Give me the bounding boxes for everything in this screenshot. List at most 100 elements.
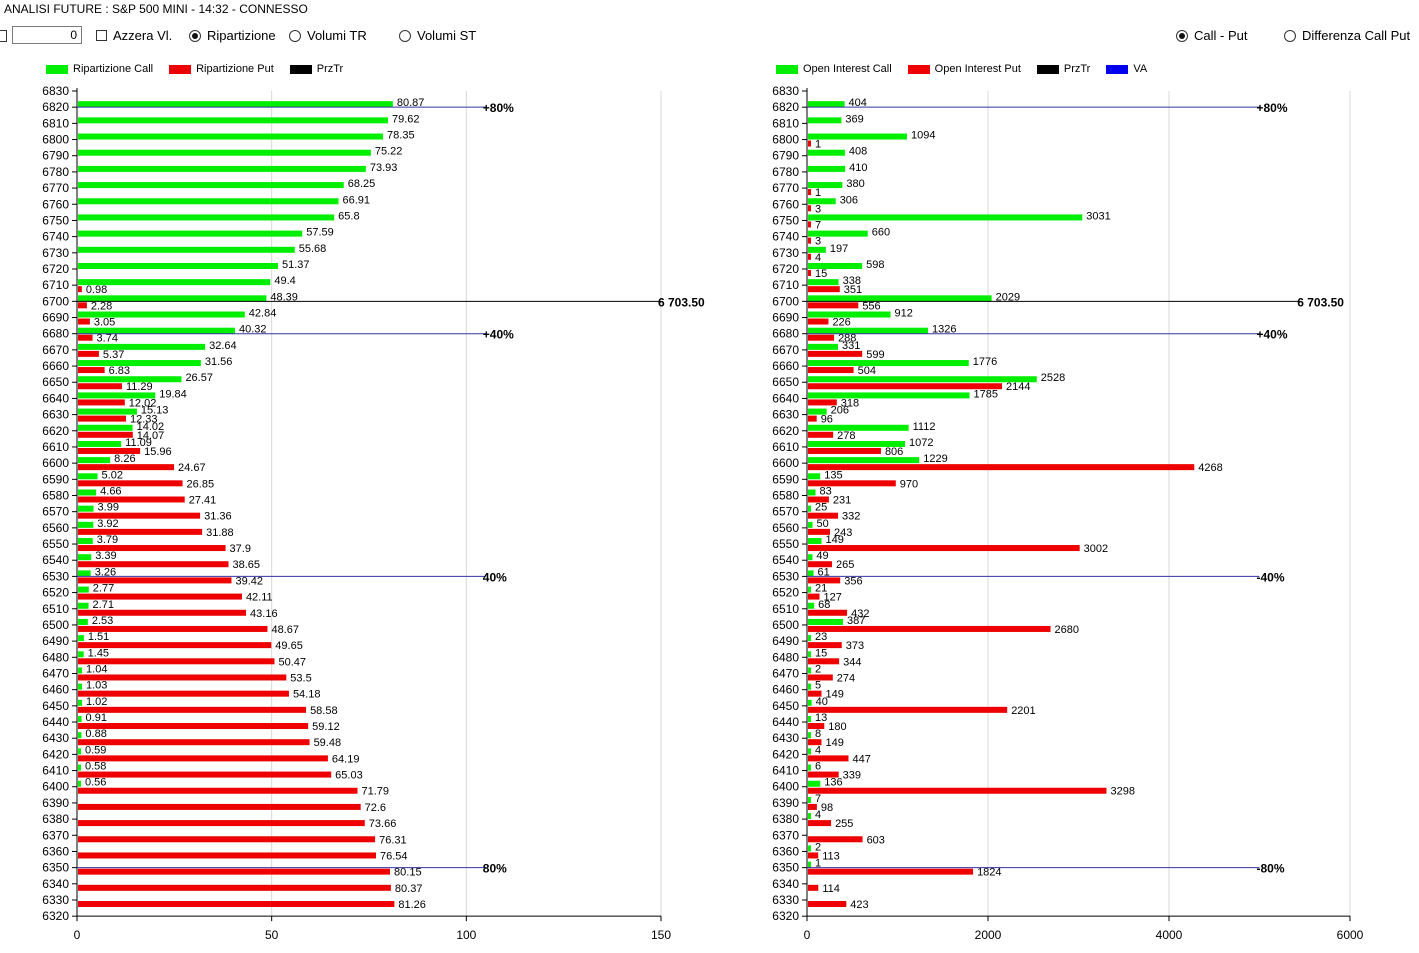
call-value-label: 49 xyxy=(816,550,828,562)
left-checkbox[interactable] xyxy=(0,30,7,42)
put-value-label: 180 xyxy=(828,721,846,733)
put-bar xyxy=(78,318,90,325)
y-tick-label: 6760 xyxy=(42,197,69,211)
call-value-label: 80.87 xyxy=(397,97,425,109)
put-bar xyxy=(78,755,328,762)
call-value-label: 306 xyxy=(840,194,858,206)
call-value-label: 21 xyxy=(815,583,827,595)
y-tick-label: 6340 xyxy=(772,877,799,891)
put-value-label: 351 xyxy=(844,284,862,296)
call-bar xyxy=(78,732,82,739)
legend-call: Open Interest Call xyxy=(776,63,892,75)
y-tick-label: 6500 xyxy=(42,618,69,632)
radio-call-put[interactable]: Call - Put xyxy=(1176,28,1247,43)
call-bar xyxy=(78,457,111,464)
call-value-label: 1094 xyxy=(911,130,935,142)
put-bar xyxy=(808,690,822,697)
y-tick-label: 6730 xyxy=(772,246,799,260)
call-value-label: 49.4 xyxy=(274,275,295,287)
call-value-label: 1.45 xyxy=(88,647,109,659)
y-tick-label: 6750 xyxy=(772,213,799,227)
put-bar xyxy=(808,480,896,487)
y-tick-label: 6550 xyxy=(42,537,69,551)
call-bar xyxy=(808,716,811,723)
level-label: 80% xyxy=(483,862,507,876)
volumi-st-label: Volumi ST xyxy=(417,28,477,43)
call-value-label: 1.02 xyxy=(86,696,107,708)
x-tick-label: 0 xyxy=(804,928,811,942)
y-tick-label: 6810 xyxy=(42,116,69,130)
radio-ripartizione[interactable]: Ripartizione xyxy=(189,28,276,43)
put-bar xyxy=(808,771,839,778)
put-value-label: 288 xyxy=(838,333,856,345)
call-value-label: 2528 xyxy=(1041,372,1065,384)
call-bar xyxy=(78,343,206,350)
put-value-label: 12.02 xyxy=(129,397,157,409)
call-value-label: 48.39 xyxy=(270,291,298,303)
radio-volumi-st[interactable]: Volumi ST xyxy=(399,28,476,43)
call-value-label: 1229 xyxy=(923,453,947,465)
put-bar xyxy=(808,367,854,374)
put-bar xyxy=(808,302,859,309)
call-bar xyxy=(808,376,1037,383)
y-tick-label: 6360 xyxy=(772,844,799,858)
y-tick-label: 6690 xyxy=(772,311,799,325)
call-bar xyxy=(808,554,813,561)
put-bar xyxy=(808,755,849,762)
put-bar xyxy=(78,480,183,487)
put-value-label: 65.03 xyxy=(335,770,363,782)
y-tick-label: 6340 xyxy=(42,877,69,891)
legend-swatch xyxy=(1036,64,1059,74)
y-tick-label: 6630 xyxy=(42,408,69,422)
call-value-label: 136 xyxy=(824,777,842,789)
radio-icon[interactable] xyxy=(289,29,301,42)
call-bar xyxy=(808,635,811,642)
radio-icon[interactable] xyxy=(399,29,411,42)
call-value-label: 3.79 xyxy=(97,534,118,546)
put-bar xyxy=(78,286,82,293)
radio-differenza[interactable]: Differenza Call Put xyxy=(1284,28,1410,43)
y-tick-label: 6560 xyxy=(772,521,799,535)
call-bar xyxy=(808,813,811,820)
y-tick-label: 6400 xyxy=(42,780,69,794)
radio-selected-icon[interactable] xyxy=(1176,29,1188,42)
put-bar xyxy=(808,593,820,600)
number-input[interactable] xyxy=(12,26,82,44)
radio-icon[interactable] xyxy=(1284,29,1296,42)
x-tick-label: 100 xyxy=(456,928,476,942)
put-value-label: 14.07 xyxy=(137,430,165,442)
y-tick-label: 6440 xyxy=(42,715,69,729)
y-tick-label: 6670 xyxy=(772,343,799,357)
put-value-label: 76.31 xyxy=(379,834,407,846)
call-bar xyxy=(808,392,970,399)
call-bar xyxy=(808,149,845,156)
call-value-label: 912 xyxy=(895,308,913,320)
radio-selected-icon[interactable] xyxy=(189,29,201,42)
put-value-label: 54.18 xyxy=(293,689,321,701)
radio-volumi-tr[interactable]: Volumi TR xyxy=(289,28,367,43)
put-value-label: 4268 xyxy=(1198,462,1222,474)
checkbox-box[interactable] xyxy=(96,30,107,41)
put-value-label: 80.37 xyxy=(395,883,423,895)
put-bar xyxy=(808,189,811,196)
y-tick-label: 6490 xyxy=(772,634,799,648)
put-bar xyxy=(808,884,819,891)
put-bar xyxy=(78,496,185,503)
azzera-checkbox[interactable]: Azzera Vl. xyxy=(96,28,172,43)
put-value-label: 447 xyxy=(852,753,870,765)
y-tick-label: 6830 xyxy=(42,84,69,98)
call-bar xyxy=(808,570,814,577)
put-value-label: 127 xyxy=(823,592,841,604)
put-value-label: 27.41 xyxy=(189,495,217,507)
put-bar xyxy=(808,140,811,147)
y-tick-label: 6580 xyxy=(772,489,799,503)
legend-put: Ripartizione Put xyxy=(169,63,274,75)
put-bar xyxy=(808,706,1008,713)
y-tick-label: 6350 xyxy=(42,861,69,875)
call-bar xyxy=(808,473,821,480)
call-bar xyxy=(808,861,811,868)
y-tick-label: 6780 xyxy=(42,165,69,179)
put-value-label: 5.37 xyxy=(103,349,124,361)
put-value-label: 113 xyxy=(822,850,840,862)
y-tick-label: 6810 xyxy=(772,116,799,130)
